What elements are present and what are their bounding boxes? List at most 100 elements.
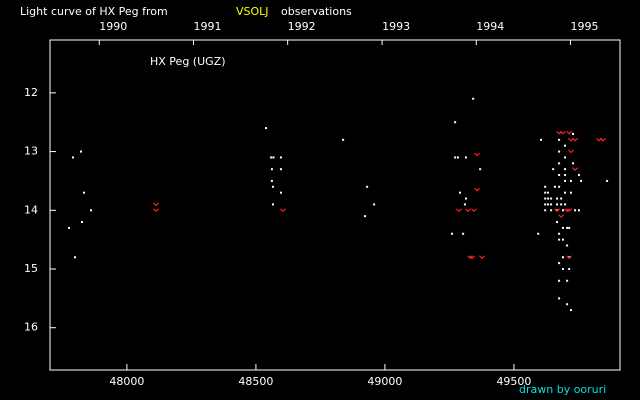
point: [272, 156, 275, 159]
point: [556, 221, 559, 224]
point: [564, 174, 567, 177]
point: [153, 208, 159, 213]
point: [566, 244, 569, 247]
point: [556, 197, 559, 200]
point: [577, 174, 580, 177]
point: [472, 97, 475, 100]
point: [561, 226, 564, 229]
x-tick-label: 49500: [496, 375, 531, 388]
point: [547, 191, 550, 194]
point: [270, 156, 273, 159]
point: [558, 162, 561, 165]
point: [569, 191, 572, 194]
point: [564, 144, 567, 147]
x2-tick-label: 1995: [570, 20, 598, 33]
point: [558, 174, 561, 177]
point: [79, 150, 82, 153]
point: [271, 185, 274, 188]
point: [550, 209, 553, 212]
point: [80, 221, 83, 224]
point: [465, 208, 471, 213]
point: [560, 130, 566, 135]
point: [474, 152, 480, 157]
point: [558, 297, 561, 300]
point: [566, 255, 573, 260]
point: [544, 191, 547, 194]
point: [547, 203, 550, 206]
point: [83, 191, 86, 194]
point: [463, 203, 466, 206]
x2-tick-label: 1994: [476, 20, 504, 33]
point: [464, 156, 467, 159]
point: [558, 214, 565, 219]
point: [566, 130, 573, 135]
point: [600, 137, 606, 142]
point: [550, 197, 553, 200]
point: [572, 162, 575, 165]
point: [454, 121, 457, 124]
point: [580, 179, 583, 182]
point: [566, 279, 569, 282]
point: [577, 209, 580, 212]
x2-tick-label: 1991: [193, 20, 221, 33]
point: [564, 208, 571, 213]
point: [68, 226, 71, 229]
point: [270, 168, 273, 171]
point: [342, 138, 345, 141]
y-tick-label: 12: [24, 86, 38, 99]
point: [574, 209, 577, 212]
point: [544, 209, 547, 212]
point: [459, 191, 462, 194]
point: [456, 156, 459, 159]
x2-tick-label: 1992: [288, 20, 316, 33]
point: [280, 208, 286, 213]
point: [558, 185, 561, 188]
point: [564, 179, 567, 182]
point: [566, 226, 569, 229]
point: [270, 179, 273, 182]
point: [153, 202, 159, 207]
point: [569, 179, 572, 182]
point: [564, 191, 567, 194]
point: [479, 168, 482, 171]
point: [467, 255, 474, 260]
point: [564, 203, 567, 206]
point: [561, 209, 564, 212]
point: [564, 168, 567, 171]
point: [74, 256, 77, 259]
point: [566, 303, 569, 306]
point: [568, 137, 574, 142]
point: [271, 203, 274, 206]
point: [550, 203, 553, 206]
y-tick-label: 16: [24, 321, 38, 334]
point: [558, 238, 561, 241]
point: [568, 226, 571, 229]
chart-title-end: observations: [281, 5, 352, 18]
point: [556, 203, 559, 206]
point: [560, 203, 563, 206]
point: [474, 187, 480, 192]
point: [558, 232, 561, 235]
x-tick-label: 48000: [109, 375, 144, 388]
point: [552, 168, 555, 171]
plot-frame: [49, 39, 621, 371]
point: [554, 208, 560, 213]
point: [568, 268, 571, 271]
point: [561, 238, 564, 241]
y-tick-label: 15: [24, 262, 38, 275]
point: [373, 203, 376, 206]
point: [366, 185, 369, 188]
point: [279, 156, 282, 159]
y-tick-label: 13: [24, 145, 38, 158]
point: [451, 232, 454, 235]
point: [279, 168, 282, 171]
point: [469, 255, 476, 260]
point: [558, 150, 561, 153]
point: [90, 209, 93, 212]
x-tick-label: 49000: [367, 375, 402, 388]
annotation: HX Peg (UGZ): [150, 55, 226, 68]
x-tick-label: 48500: [238, 375, 273, 388]
point: [564, 156, 567, 159]
point: [568, 256, 571, 259]
